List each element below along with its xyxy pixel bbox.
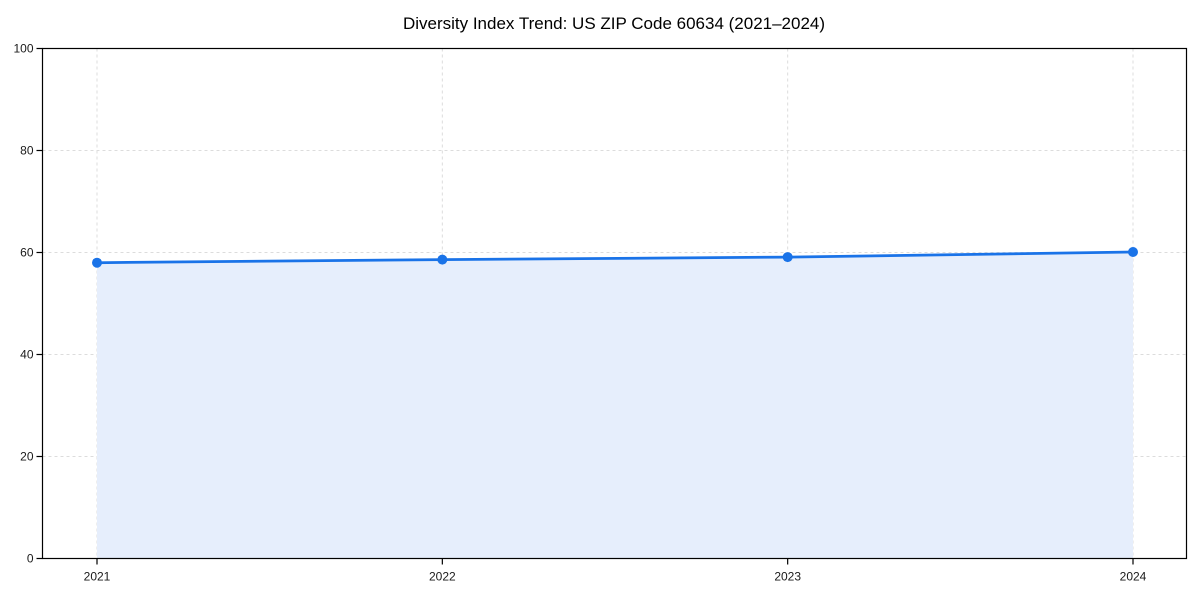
data-point: [1128, 246, 1138, 257]
plot-border: [41, 47, 1188, 560]
y-tick-label: 20: [20, 450, 34, 464]
x-tick-label: 2022: [429, 570, 456, 584]
x-tick-label: 2023: [774, 570, 801, 584]
data-point: [782, 252, 793, 263]
data-point: [437, 254, 448, 265]
y-tick-label: 80: [20, 144, 34, 158]
y-tick-label: 0: [27, 552, 34, 566]
y-tick-label: 60: [20, 246, 34, 260]
x-tick-label: 2021: [84, 570, 111, 584]
y-tick-label: 100: [13, 42, 33, 56]
x-tick-label: 2024: [1120, 570, 1147, 584]
trend-line: [95, 250, 1135, 265]
data-point: [92, 257, 102, 268]
y-tick-label: 40: [20, 348, 34, 362]
chart-title: Diversity Index Trend: US ZIP Code 60634…: [402, 14, 826, 33]
area-fill: [97, 251, 1133, 559]
